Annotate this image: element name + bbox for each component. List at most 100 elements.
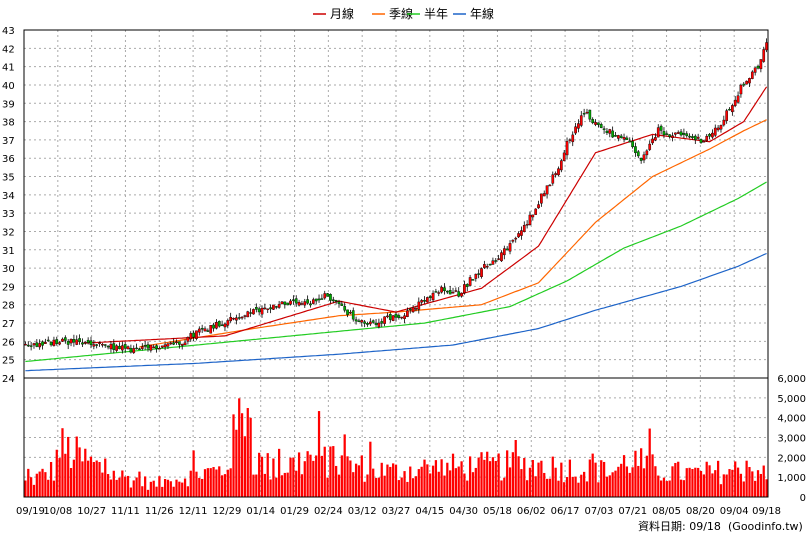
candle-body xyxy=(226,320,230,326)
candle-body xyxy=(55,339,59,344)
volume-bar xyxy=(765,479,768,497)
volume-bar xyxy=(126,475,130,497)
volume-bar xyxy=(138,471,141,497)
candle-body xyxy=(454,290,458,292)
volume-bar xyxy=(152,480,155,497)
candle-body xyxy=(257,308,261,313)
volume-bar xyxy=(620,463,623,497)
candle-body xyxy=(696,136,700,139)
volume-bar xyxy=(340,455,343,497)
volume-bar xyxy=(762,465,765,497)
candle-body xyxy=(360,320,364,323)
candle-body xyxy=(511,239,515,242)
candle-body xyxy=(69,338,73,344)
volume-bar xyxy=(463,473,466,497)
volume-bar xyxy=(731,469,734,497)
price-tick-label: 25 xyxy=(2,356,15,367)
volume-bar xyxy=(309,454,312,497)
date-tick-label: 02/24 xyxy=(314,506,343,517)
candle-body xyxy=(46,339,50,342)
candle-body xyxy=(109,343,113,350)
volume-bar xyxy=(588,459,591,497)
candle-body xyxy=(189,333,193,340)
volume-bar xyxy=(506,450,509,497)
volume-bar xyxy=(135,477,138,497)
candle-body xyxy=(58,342,61,345)
candle-body xyxy=(146,344,150,349)
legend-label-monthly: 月線 xyxy=(330,6,354,21)
candle-body xyxy=(112,343,116,350)
volume-bar xyxy=(668,480,671,497)
volume-bar xyxy=(115,479,118,497)
candle-body xyxy=(41,341,44,346)
volume-bar xyxy=(725,474,728,497)
volume-bar xyxy=(209,468,212,497)
volume-bar xyxy=(206,468,209,497)
volume-bar xyxy=(429,473,432,497)
candle-body xyxy=(565,141,569,156)
volume-bar xyxy=(645,455,648,497)
candle-body xyxy=(528,214,532,226)
volume-bar xyxy=(360,455,363,497)
volume-bar xyxy=(685,468,688,497)
candle-body xyxy=(483,264,486,268)
volume-bar xyxy=(440,459,443,497)
candle-body xyxy=(520,230,523,236)
candle-body xyxy=(206,330,210,332)
volume-bar xyxy=(357,465,361,497)
volume-bar xyxy=(597,482,600,497)
volume-bar xyxy=(460,461,463,497)
candle-body xyxy=(209,325,213,334)
volume-bar xyxy=(246,408,249,497)
volume-bar xyxy=(258,452,261,497)
volume-bar xyxy=(106,474,110,497)
price-tick-label: 37 xyxy=(2,136,15,147)
candle-body xyxy=(160,345,164,348)
volume-bar xyxy=(269,479,272,497)
candle-body xyxy=(443,287,446,292)
candle-body xyxy=(562,152,566,161)
volume-bar xyxy=(508,467,512,497)
date-tick-label: 06/02 xyxy=(517,506,546,517)
volume-bar xyxy=(577,482,580,497)
candle-body xyxy=(534,208,538,215)
volume-bar xyxy=(186,486,190,497)
price-tick-label: 42 xyxy=(2,44,15,55)
candle-body xyxy=(95,344,99,346)
volume-bar xyxy=(423,459,426,497)
volume-bar xyxy=(585,481,589,497)
candle-body xyxy=(608,129,612,134)
volume-bar xyxy=(232,414,235,497)
candle-body xyxy=(457,291,461,297)
volume-bar xyxy=(337,474,341,497)
ma-line-half-year xyxy=(25,181,767,363)
volume-bar xyxy=(406,481,409,497)
volume-bar xyxy=(488,461,492,497)
volume-bar xyxy=(67,436,70,497)
candle-body xyxy=(220,324,224,327)
candle-body xyxy=(326,293,329,297)
volume-bar xyxy=(554,467,557,497)
candle-body xyxy=(537,204,540,209)
volume-bars xyxy=(24,398,768,497)
price-tick-label: 30 xyxy=(2,264,15,275)
volume-bar xyxy=(41,468,44,497)
candle-body xyxy=(374,322,378,325)
candle-body xyxy=(297,301,301,306)
candle-body xyxy=(129,348,133,353)
volume-bar xyxy=(195,471,198,497)
legend-item-quarterly: 季線 xyxy=(372,6,413,21)
volume-bar xyxy=(132,480,135,497)
date-tick-label: 07/03 xyxy=(584,506,613,517)
volume-bar xyxy=(474,467,477,497)
volume-bar xyxy=(449,470,452,497)
candle-body xyxy=(314,298,318,302)
candle-body xyxy=(702,141,706,143)
candle-body xyxy=(66,341,70,345)
volume-bar xyxy=(47,479,50,497)
candle-body xyxy=(49,341,53,346)
volume-bar xyxy=(414,476,418,497)
candle-body xyxy=(235,317,238,321)
volume-bar xyxy=(78,447,81,497)
